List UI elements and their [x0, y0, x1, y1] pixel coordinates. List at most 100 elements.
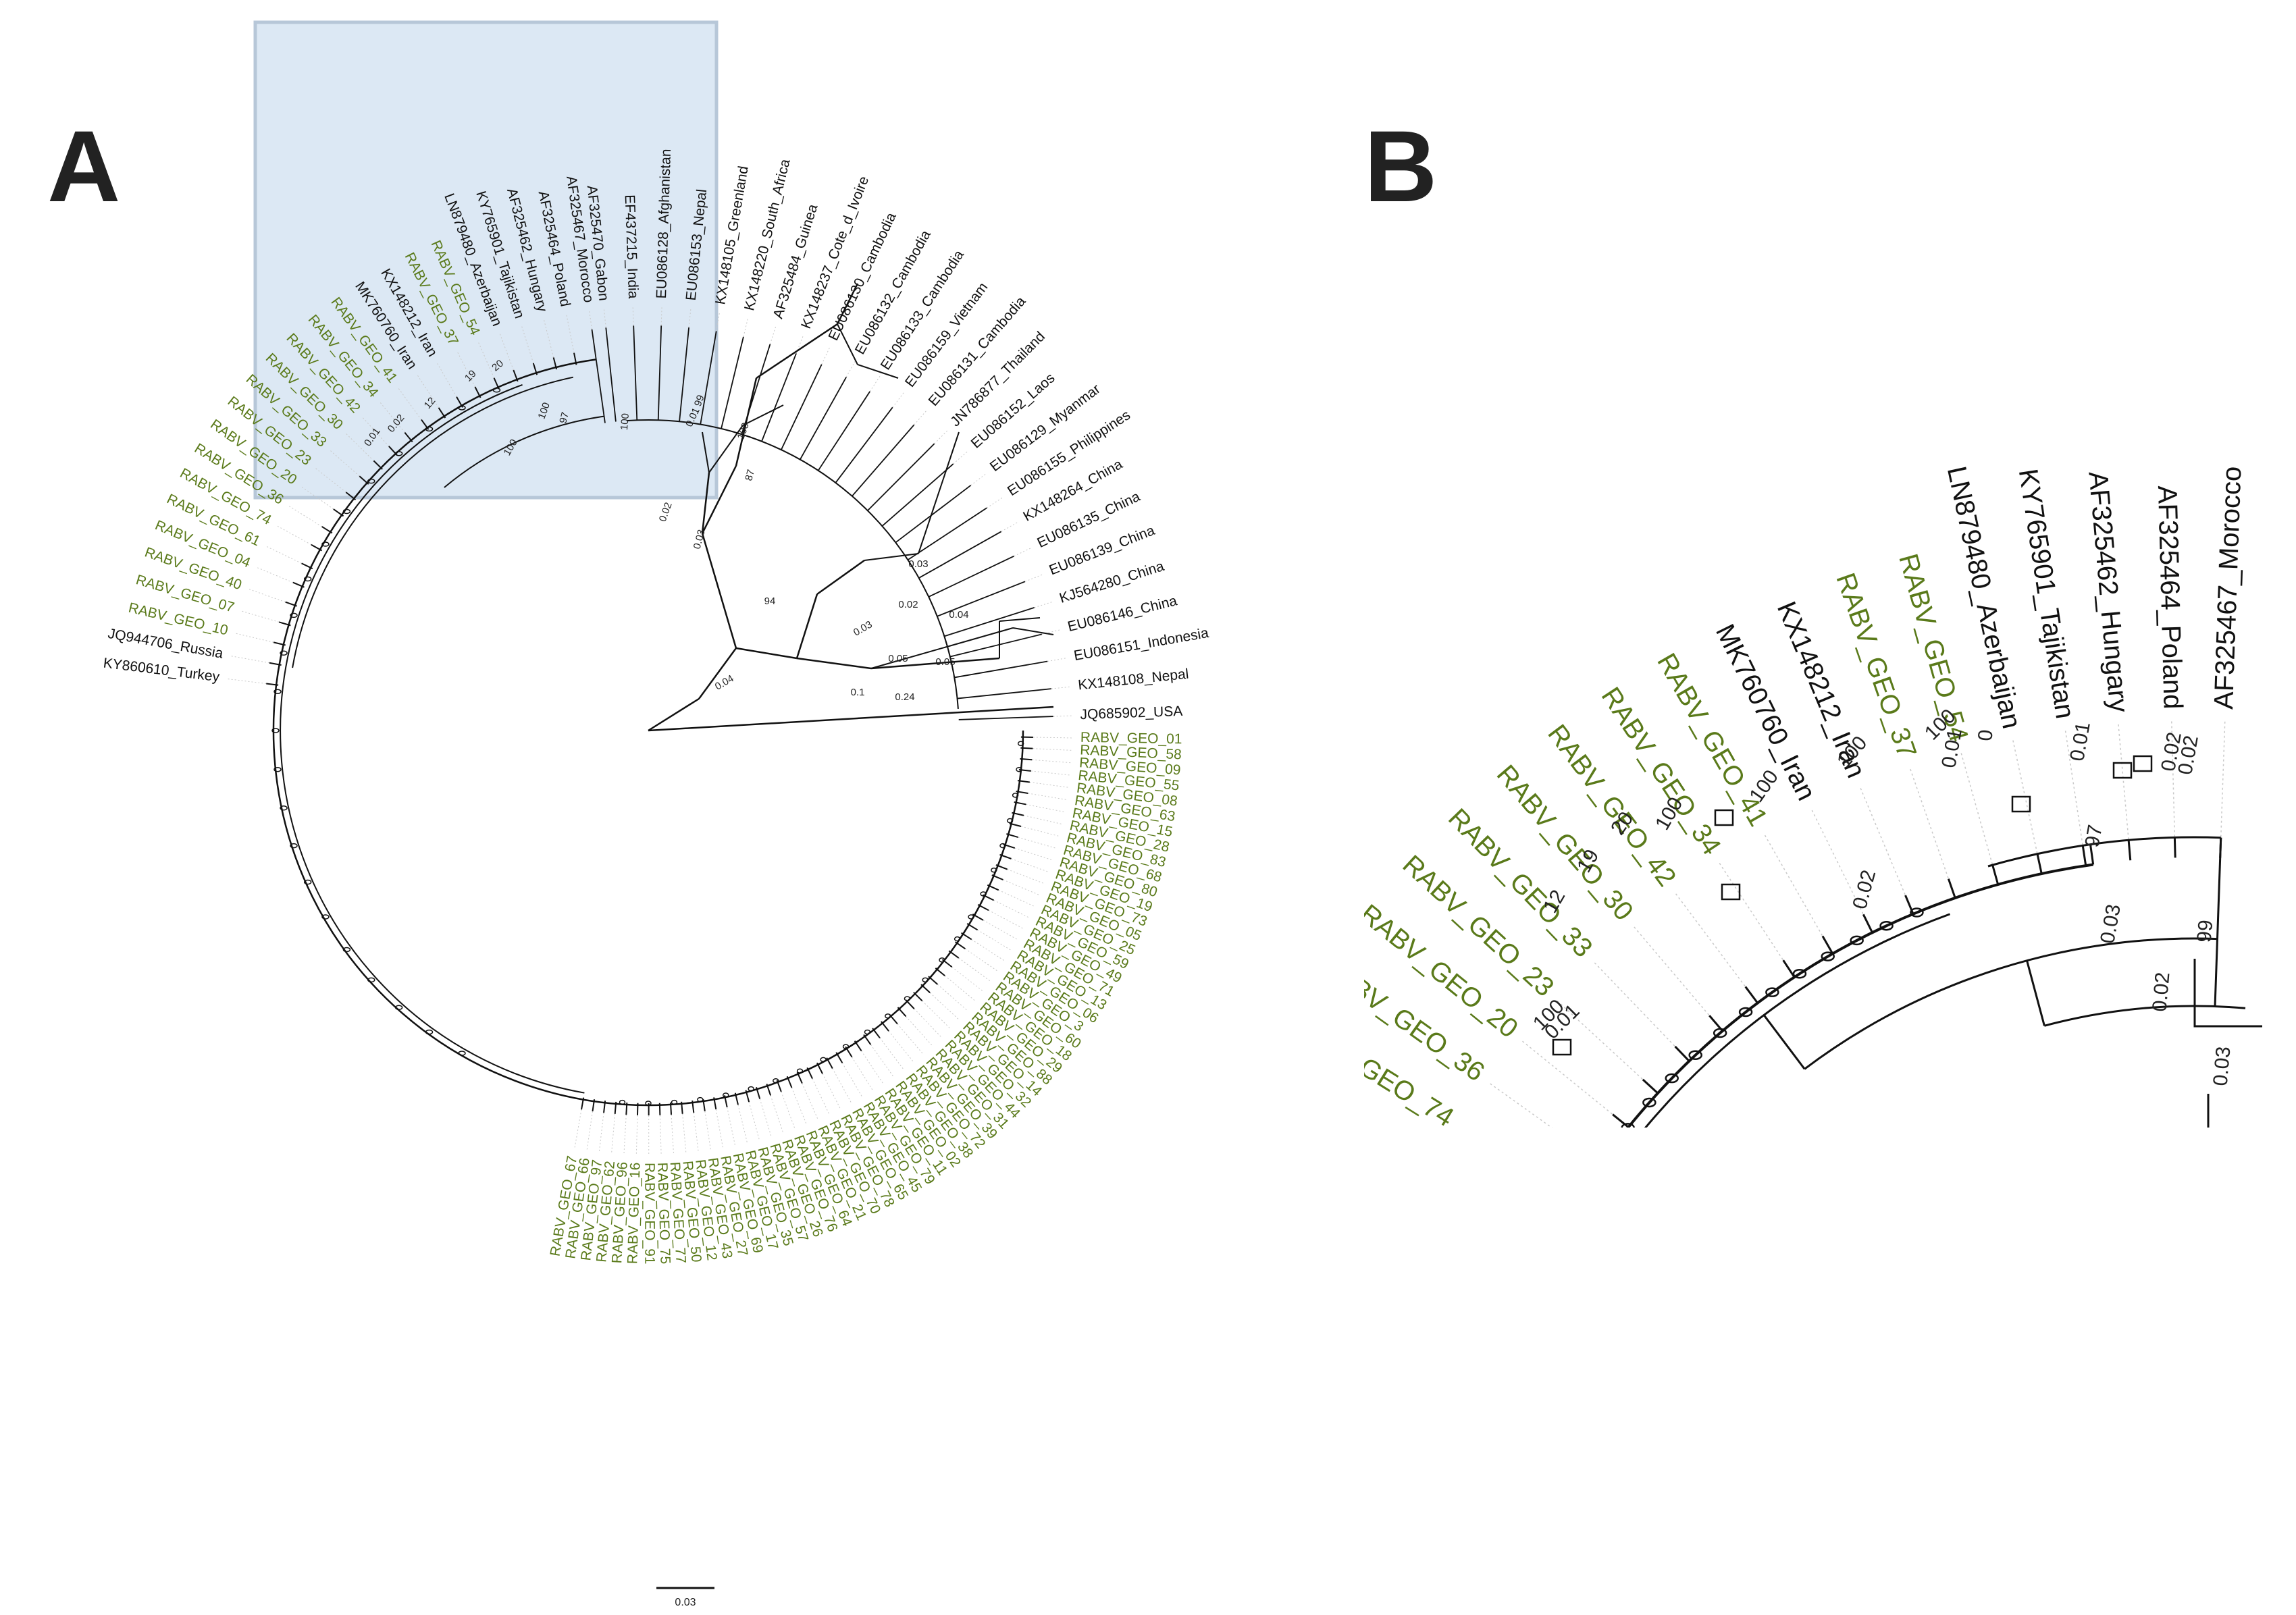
node-marker [864, 1029, 871, 1035]
internal-branch [1763, 1014, 1806, 1070]
terminal-branch [513, 369, 519, 382]
leaf-label: AF325462_Hungary [2083, 470, 2133, 714]
internal-branch [742, 404, 784, 426]
terminal-branch [799, 377, 847, 460]
internal-branch [795, 593, 818, 659]
terminal-branch [581, 1097, 585, 1110]
terminal-branch [1020, 747, 1033, 749]
node-marker [723, 1092, 729, 1098]
leaf-guide [521, 325, 536, 370]
terminal-branch [1014, 801, 1026, 805]
node-marker [1533, 1263, 1545, 1271]
leaf-guide [819, 1067, 841, 1109]
leaf-guide [1960, 751, 1997, 878]
leaf-guide [1008, 845, 1053, 861]
terminal-branch [949, 633, 1043, 658]
terminal-branch [2173, 837, 2176, 858]
branch-support-label: 99 [692, 394, 707, 408]
internal-branch [857, 364, 899, 379]
terminal-branch [987, 884, 999, 891]
terminal-branch [721, 336, 744, 429]
node-marker [1017, 741, 1024, 747]
terminal-branch [895, 485, 972, 544]
leaf-guide [1026, 737, 1072, 739]
terminal-branch [657, 325, 662, 421]
terminal-branch [954, 660, 1048, 679]
leaf-guide [1520, 1039, 1624, 1123]
branch-arc [272, 359, 1024, 1107]
leaf-guide [917, 996, 951, 1029]
branch-support-label: 0.02 [2149, 972, 2174, 1013]
terminal-branch [835, 1052, 843, 1063]
terminal-branch [438, 407, 446, 419]
branch-support-label: 87 [743, 469, 757, 483]
node-marker [1565, 1205, 1577, 1213]
leaf-guide [857, 1045, 884, 1084]
clade-box [2112, 762, 2133, 779]
branch-arc [1987, 836, 2221, 868]
leaf-label: KY860610_Turkey [103, 656, 221, 685]
terminal-branch [292, 581, 305, 588]
node-marker [394, 1005, 403, 1010]
node-marker [796, 1068, 804, 1074]
node-marker [290, 612, 298, 618]
node-marker [1879, 920, 1894, 931]
node-marker [1910, 907, 1924, 918]
terminal-branch [421, 419, 429, 430]
node-marker [458, 1051, 466, 1056]
panel-a-label: A [47, 109, 120, 223]
leaf-guide [1458, 1126, 1461, 1128]
node-marker [1006, 818, 1014, 824]
terminal-branch [1612, 1113, 1629, 1128]
leaf-guide [566, 314, 576, 360]
node-marker [999, 843, 1006, 849]
terminal-branch [679, 327, 690, 422]
leaf-guide [1555, 999, 1654, 1089]
leaf-guide [380, 402, 410, 438]
terminal-branch [1016, 791, 1028, 794]
terminal-branch [633, 325, 638, 421]
panel-b-label: B [1364, 109, 1437, 223]
terminal-branch [1642, 1078, 1659, 1094]
internal-branch [1012, 627, 1054, 635]
leaf-guide [1488, 1082, 1553, 1128]
node-marker [1012, 793, 1019, 798]
terminal-branch [991, 874, 1003, 880]
node-marker [842, 1044, 850, 1049]
leaf-label: KY765901_Tajikistan [2013, 467, 2080, 721]
leaf-guide [248, 588, 292, 605]
leaf-label: RABV_GEO_36 [1315, 951, 1490, 1087]
node-marker [885, 1013, 891, 1019]
leaf-guide [1632, 925, 1719, 1026]
terminal-branch [817, 391, 870, 471]
internal-branch [918, 512, 933, 554]
leaf-guide [1019, 803, 1065, 813]
terminal-branch [605, 327, 617, 422]
leaf-label: RABV_GEO_01 [1080, 730, 1182, 747]
node-marker [645, 1101, 652, 1106]
leaf-guide [681, 1107, 687, 1153]
node-marker [619, 1099, 626, 1105]
terminal-branch [957, 688, 1051, 699]
branch-support-label: 94 [764, 595, 776, 607]
leaf-guide [829, 1062, 852, 1103]
terminal-branch [1947, 878, 1956, 899]
node-marker [748, 1086, 754, 1092]
terminal-branch [913, 992, 923, 1002]
terminal-branch [700, 331, 717, 425]
panel-a: A RABV_GEO_01RABV_GEO_58RABV_GEO_09RABV_… [47, 20, 1210, 1608]
terminal-branch [966, 923, 979, 931]
internal-branch [796, 657, 872, 670]
tree-a: RABV_GEO_01RABV_GEO_58RABV_GEO_09RABV_GE… [103, 149, 1210, 1264]
internal-branch [870, 627, 1014, 669]
node-marker [922, 977, 929, 983]
leaf-guide [670, 1107, 675, 1154]
clade-box [1714, 809, 1734, 826]
terminal-branch [636, 1103, 639, 1115]
leaf-guide [1014, 824, 1060, 837]
node-marker [773, 1078, 779, 1084]
node-marker [1583, 1177, 1595, 1185]
terminal-branch [796, 1071, 803, 1084]
leaf-guide [230, 656, 276, 665]
node-marker [1688, 1050, 1702, 1060]
